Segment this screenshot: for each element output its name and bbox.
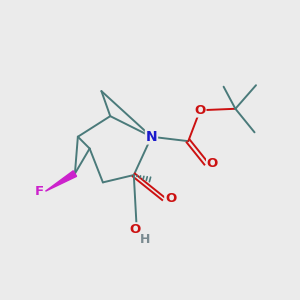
Polygon shape — [46, 171, 76, 191]
Text: H: H — [140, 233, 150, 246]
Text: O: O — [194, 104, 206, 117]
Text: N: N — [146, 130, 157, 144]
Text: O: O — [165, 192, 176, 205]
Text: O: O — [207, 157, 218, 170]
Text: F: F — [34, 185, 43, 198]
Text: O: O — [130, 223, 141, 236]
